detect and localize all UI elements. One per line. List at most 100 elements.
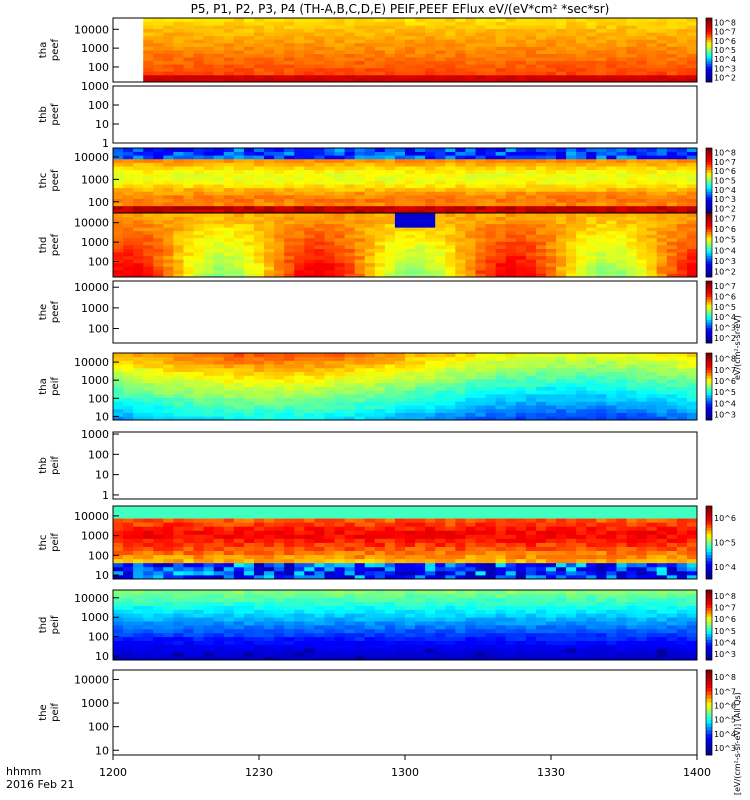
heatmap-cell (445, 213, 456, 217)
heatmap-cell (243, 67, 255, 72)
heatmap-cell (153, 526, 164, 531)
heatmap-cell (636, 155, 648, 160)
heatmap-cell (203, 46, 215, 51)
heatmap-cell (616, 71, 627, 76)
heatmap-cell (535, 74, 547, 79)
heatmap-cell (686, 266, 698, 271)
heatmap-cell (183, 405, 194, 410)
heatmap-cell (223, 227, 235, 232)
heatmap-cell (284, 534, 295, 539)
heatmap-cell (505, 194, 517, 199)
heatmap-cell (153, 269, 164, 274)
heatmap-cell (264, 570, 275, 576)
heatmap-cell (656, 375, 668, 380)
colorbar-segment (706, 258, 712, 262)
heatmap-cell (334, 21, 345, 26)
heatmap-cell (646, 266, 658, 271)
heatmap-cell (384, 574, 396, 580)
heatmap-cell (374, 518, 386, 523)
heatmap-cell (415, 558, 426, 564)
heatmap-cell (394, 259, 406, 264)
colorbar-segment (706, 177, 712, 181)
heatmap-cell (243, 162, 255, 167)
heatmap-cell (173, 566, 184, 572)
heatmap-cell (576, 371, 587, 376)
heatmap-cell (354, 191, 366, 196)
heatmap-cell (435, 367, 446, 373)
heatmap-cell (344, 184, 356, 189)
heatmap-cell (163, 237, 174, 242)
heatmap-cell (405, 371, 416, 376)
heatmap-cell (515, 191, 527, 196)
heatmap-cell (264, 237, 275, 242)
heatmap-cell (113, 371, 124, 376)
heatmap-cell (284, 198, 295, 203)
heatmap-cell (425, 522, 436, 527)
heatmap-cell (465, 187, 476, 192)
heatmap-cell (425, 506, 436, 511)
heatmap-cell (294, 18, 305, 22)
heatmap-cell (253, 32, 265, 37)
heatmap-cell (445, 64, 456, 69)
heatmap-cell (233, 574, 245, 580)
heatmap-cell (143, 408, 154, 413)
heatmap-cell (173, 506, 184, 511)
heatmap-cell (233, 522, 245, 527)
heatmap-cell (133, 262, 144, 267)
heatmap-cell (415, 187, 426, 192)
heatmap-cell (374, 209, 386, 214)
heatmap-cell (556, 205, 567, 210)
heatmap-cell (616, 64, 627, 69)
heatmap-cell (394, 375, 406, 380)
heatmap-cell (445, 542, 456, 547)
heatmap-cell (666, 262, 678, 267)
heatmap-cell (294, 386, 305, 391)
heatmap-cell (264, 148, 275, 153)
heatmap-cell (334, 25, 345, 30)
heatmap-cell (384, 554, 396, 560)
heatmap-cell (676, 259, 688, 264)
heatmap-cell (294, 255, 305, 260)
heatmap-cell (304, 241, 315, 246)
heatmap-cell (133, 176, 144, 181)
heatmap-cell (394, 42, 406, 47)
heatmap-cell (183, 60, 194, 65)
heatmap-cell (596, 241, 607, 246)
heatmap-cell (656, 220, 668, 225)
heatmap-cell (545, 248, 557, 253)
heatmap-cell (666, 25, 678, 30)
heatmap-cell (384, 562, 396, 568)
heatmap-cell (445, 375, 456, 380)
heatmap-cell (676, 223, 688, 228)
heatmap-cell (525, 220, 537, 225)
heatmap-cell (374, 530, 386, 535)
heatmap-cell (495, 241, 507, 246)
heatmap-cell (243, 53, 255, 58)
heatmap-cell (415, 386, 426, 391)
heatmap-cell (264, 356, 275, 361)
heatmap-cell (515, 397, 527, 402)
heatmap-cell (294, 405, 305, 410)
heatmap-cell (223, 241, 235, 246)
heatmap-cell (455, 57, 466, 62)
heatmap-cell (304, 542, 315, 547)
heatmap-cell (425, 241, 436, 246)
heatmap-cell (314, 78, 325, 83)
heatmap-cell (294, 375, 305, 380)
heatmap-cell (646, 367, 658, 373)
heatmap-cell (394, 248, 406, 253)
heatmap-cell (324, 405, 335, 410)
heatmap-cell (123, 169, 134, 174)
heatmap-cell (566, 78, 577, 83)
heatmap-cell (586, 78, 597, 83)
heatmap-cell (213, 574, 225, 580)
heatmap-cell (264, 566, 275, 572)
heatmap-cell (606, 262, 617, 267)
heatmap-cell (556, 262, 567, 267)
heatmap-cell (304, 198, 315, 203)
heatmap-cell (193, 28, 205, 33)
heatmap-cell (183, 259, 194, 264)
heatmap-cell (133, 562, 144, 568)
heatmap-cell (576, 184, 587, 189)
heatmap-cell (586, 360, 597, 365)
